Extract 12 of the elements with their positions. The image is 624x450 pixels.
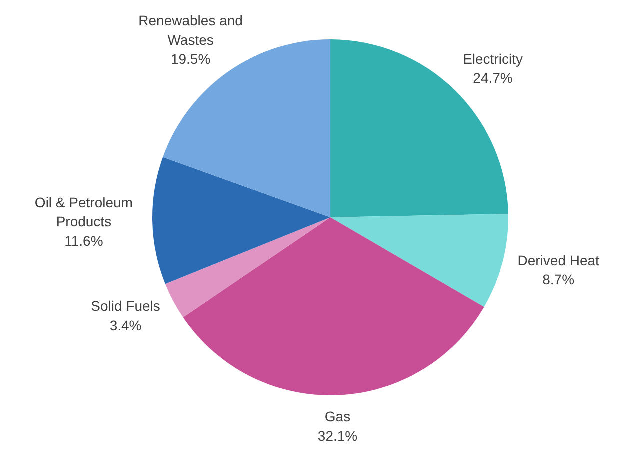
data-label: 32.1% <box>318 428 358 444</box>
slice-label: Solid Fuels <box>91 298 160 314</box>
slice-label: Electricity <box>463 50 523 67</box>
data-label: 24.7% <box>473 70 513 86</box>
slice-label: Oil & Petroleum Products <box>34 194 133 230</box>
slice-label: Renewables and Wastes <box>138 12 243 48</box>
data-label: 8.7% <box>542 272 575 288</box>
data-label: 3.4% <box>110 317 142 334</box>
slice-label: Gas <box>324 408 351 425</box>
data-label: 11.6% <box>64 232 104 249</box>
data-label: 19.5% <box>170 51 211 67</box>
slice-label: Derived Heat <box>518 252 600 268</box>
